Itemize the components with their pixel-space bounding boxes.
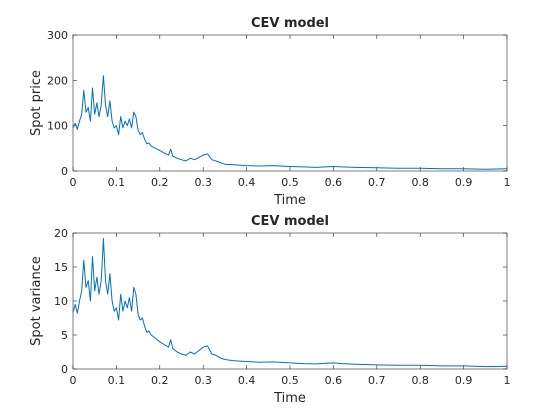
bottom-x-tick-label: 0	[70, 374, 77, 387]
bottom-x-tick-label: 0.8	[411, 374, 429, 387]
bottom-axes-spot-variance: CEV model Time Spot variance 0 0.1 0.2 0.3 0…	[29, 214, 511, 406]
bottom-chart-title: CEV model	[251, 214, 329, 229]
top-x-tick-label: 0.9	[455, 176, 473, 189]
top-x-tick-label: 0.7	[368, 176, 386, 189]
bottom-y-axis-label: Spot variance	[29, 256, 44, 346]
bottom-y-tick-label: 10	[54, 295, 68, 308]
top-x-axis-label: Time	[273, 193, 306, 208]
top-x-tick-label: 0.4	[238, 176, 256, 189]
top-x-tick-label: 1	[504, 176, 511, 189]
top-axes-spot-price: CEV model Time Spot price 0 0.1 0.2 0.3 0.4 0…	[29, 16, 511, 208]
bottom-series-line	[72, 237, 508, 368]
top-y-tick-label: 100	[47, 120, 68, 133]
top-plot-area	[72, 34, 508, 172]
bottom-x-tick-label: 0.7	[368, 374, 386, 387]
top-series-line	[72, 75, 508, 170]
top-x-tick-label: 0.3	[194, 176, 212, 189]
bottom-y-tick-label: 20	[54, 227, 68, 240]
bottom-x-tick-label: 1	[504, 374, 511, 387]
bottom-x-tick-label: 0.3	[194, 374, 212, 387]
top-chart-title: CEV model	[251, 16, 329, 31]
bottom-x-tick-label: 0.1	[108, 374, 126, 387]
top-x-tick-label: 0.1	[108, 176, 126, 189]
top-x-tick-label: 0.5	[281, 176, 299, 189]
top-x-tick-label: 0.6	[325, 176, 343, 189]
top-x-tick-label: 0	[70, 176, 77, 189]
bottom-y-tick-label: 0	[61, 363, 68, 376]
bottom-x-tick-label: 0.5	[281, 374, 299, 387]
bottom-y-tick-label: 15	[54, 261, 68, 274]
top-y-tick-label: 0	[61, 165, 68, 178]
top-x-tick-label: 0.8	[411, 176, 429, 189]
top-y-axis-label: Spot price	[29, 70, 44, 136]
top-y-tick-label: 300	[47, 29, 68, 42]
top-y-tick-label: 200	[47, 74, 68, 87]
bottom-x-axis-label: Time	[273, 391, 306, 406]
bottom-x-tick-label: 0.4	[238, 374, 256, 387]
bottom-x-tick-label: 0.2	[151, 374, 169, 387]
top-x-tick-label: 0.2	[151, 176, 169, 189]
bottom-x-tick-label: 0.9	[455, 374, 473, 387]
bottom-plot-area	[72, 232, 508, 370]
bottom-x-tick-label: 0.6	[325, 374, 343, 387]
bottom-y-tick-label: 5	[61, 329, 68, 342]
